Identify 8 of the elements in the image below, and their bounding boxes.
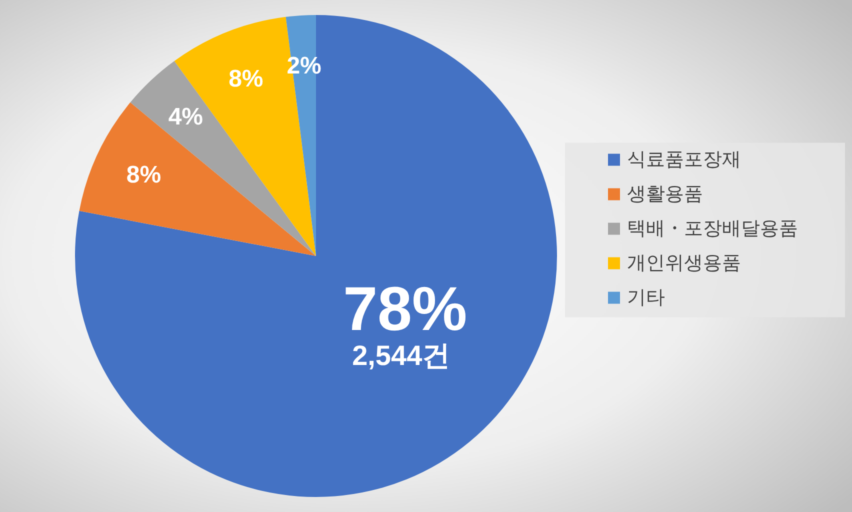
legend-label: 개인위생용품 xyxy=(627,252,741,274)
legend-label: 식료품포장재 xyxy=(627,149,741,170)
data-label: 8% xyxy=(228,65,264,92)
legend-label: 생활용품 xyxy=(627,184,703,205)
legend-label: 기타 xyxy=(627,287,665,308)
data-label: 8% xyxy=(126,161,162,188)
legend-label: 택배・포장배달용품 xyxy=(627,218,798,240)
data-label: 4% xyxy=(168,104,204,131)
